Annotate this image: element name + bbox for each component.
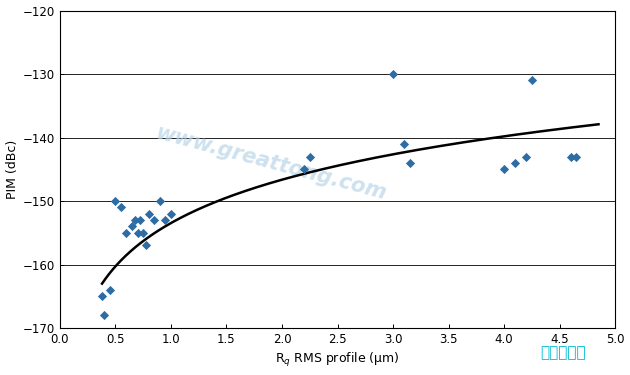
Point (130, 217, 140, 223)
Point (571, 154, 581, 160)
Point (135, 217, 145, 223)
Point (499, 166, 509, 172)
Point (160, 217, 170, 223)
Point (305, 154, 315, 160)
Point (155, 198, 165, 204)
Text: www.greattong.com: www.greattong.com (153, 122, 389, 204)
Point (399, 141, 410, 147)
Point (138, 230, 148, 236)
Point (566, 154, 576, 160)
Point (122, 230, 132, 236)
Point (144, 211, 154, 217)
Point (510, 160, 520, 166)
Y-axis label: PIM (dBc): PIM (dBc) (6, 140, 18, 199)
Point (99, 312, 109, 318)
Point (166, 211, 176, 217)
Text: 深圳宏力捕: 深圳宏力捕 (541, 345, 586, 360)
Point (116, 204, 126, 210)
Point (521, 154, 531, 160)
Point (105, 287, 115, 293)
X-axis label: R$_q$ RMS profile (μm): R$_q$ RMS profile (μm) (275, 351, 400, 369)
Point (110, 198, 120, 204)
Point (141, 243, 151, 249)
Point (127, 224, 137, 230)
Point (149, 217, 159, 223)
Point (404, 160, 415, 166)
Point (132, 230, 142, 236)
Point (388, 71, 398, 77)
Point (527, 77, 537, 83)
Point (97, 293, 107, 299)
Point (299, 166, 309, 172)
